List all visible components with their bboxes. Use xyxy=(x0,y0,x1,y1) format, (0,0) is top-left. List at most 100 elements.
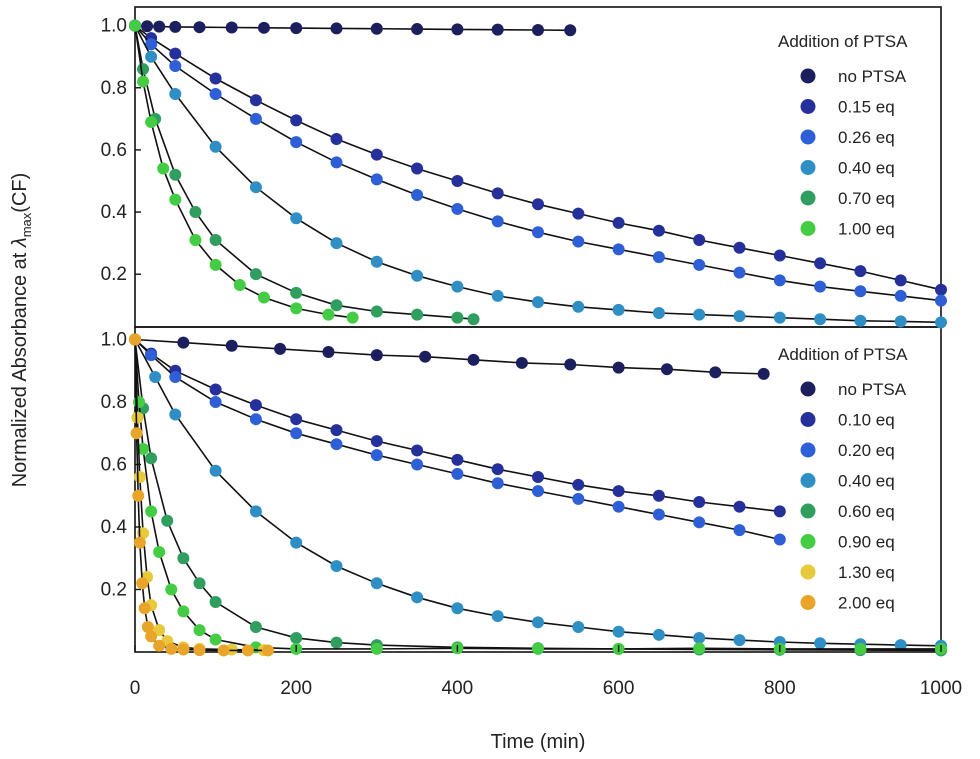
data-point xyxy=(532,296,544,309)
data-point xyxy=(241,644,254,657)
legend-label: 0.60 eq xyxy=(838,502,895,521)
series-0-26-eq xyxy=(129,19,947,307)
data-point xyxy=(149,371,162,383)
data-point xyxy=(193,644,206,657)
data-point xyxy=(814,280,827,293)
data-point xyxy=(157,162,170,175)
data-point xyxy=(133,471,146,483)
data-point xyxy=(532,471,544,483)
data-point xyxy=(290,427,303,440)
data-point xyxy=(652,224,665,237)
data-point xyxy=(733,241,746,254)
data-point xyxy=(153,546,166,558)
data-point xyxy=(854,642,867,655)
data-point xyxy=(137,442,150,455)
data-point xyxy=(330,237,343,250)
data-point xyxy=(612,361,625,374)
data-point xyxy=(193,21,206,34)
y-tick-label: 0.6 xyxy=(101,455,127,476)
data-point xyxy=(233,279,246,292)
data-point xyxy=(177,552,190,565)
data-point xyxy=(290,136,303,149)
legend-label: 0.15 eq xyxy=(838,98,895,117)
data-point xyxy=(249,181,262,194)
data-point xyxy=(209,464,222,477)
data-point xyxy=(532,616,544,629)
data-point xyxy=(257,21,270,34)
data-point xyxy=(132,489,145,502)
data-point xyxy=(572,207,585,220)
data-point xyxy=(757,367,770,380)
data-point xyxy=(290,302,303,315)
data-point xyxy=(290,114,303,127)
data-point xyxy=(411,162,424,175)
data-point xyxy=(612,216,625,229)
legend-label: 0.40 eq xyxy=(838,472,895,491)
data-point xyxy=(322,308,335,321)
data-point xyxy=(370,173,383,186)
bottom-panel: 0.2 0.4 0.6 0.8 1.0 Addition of PTSA no PTSA 0.… xyxy=(101,330,947,657)
x-tick-label: 400 xyxy=(442,678,474,699)
legend-label: 0.70 eq xyxy=(838,189,895,208)
data-point xyxy=(189,234,202,247)
data-point xyxy=(370,148,383,161)
data-point xyxy=(217,644,230,657)
legend: Addition of PTSA no PTSA 0.15 eq 0.26 eq 0.4… xyxy=(778,32,908,239)
data-point xyxy=(177,336,190,349)
data-point xyxy=(129,333,141,346)
legend-marker xyxy=(800,564,816,580)
data-point xyxy=(131,411,144,424)
data-point xyxy=(209,140,222,153)
fit-line xyxy=(134,339,942,652)
y-tick-label: 0.8 xyxy=(101,78,127,99)
data-point xyxy=(733,500,746,513)
data-point xyxy=(145,630,158,643)
data-point xyxy=(249,112,262,125)
data-point xyxy=(894,315,907,328)
data-point xyxy=(532,485,544,498)
data-point xyxy=(693,642,706,655)
y-tick-label: 0.6 xyxy=(101,140,127,161)
data-point xyxy=(814,637,827,650)
data-point xyxy=(733,634,746,647)
data-point xyxy=(169,371,182,383)
data-point xyxy=(290,286,303,299)
data-point xyxy=(209,396,222,408)
x-tick-label: 1000 xyxy=(920,678,962,699)
data-point xyxy=(709,366,722,379)
data-point xyxy=(290,413,303,426)
legend-label: 0.10 eq xyxy=(838,411,895,430)
data-point xyxy=(411,269,424,282)
data-point xyxy=(193,577,206,590)
series-no-ptsa xyxy=(129,333,770,380)
data-point xyxy=(773,274,786,287)
data-point xyxy=(209,596,222,608)
data-point xyxy=(330,424,343,437)
legend-label: 1.30 eq xyxy=(838,563,895,582)
data-point xyxy=(451,311,464,324)
data-point xyxy=(652,508,665,521)
fit-line xyxy=(134,339,942,647)
data-point xyxy=(564,358,577,371)
data-point xyxy=(693,308,706,321)
data-point xyxy=(225,21,238,34)
data-point xyxy=(935,283,947,296)
data-point xyxy=(935,316,947,329)
data-point xyxy=(249,399,262,412)
data-point xyxy=(165,583,178,596)
data-point xyxy=(491,477,504,490)
data-point xyxy=(290,22,303,35)
data-point xyxy=(249,94,262,107)
series-2-00-eq xyxy=(129,333,274,657)
y-tick-label: 0.4 xyxy=(101,517,128,538)
data-point xyxy=(733,310,746,323)
data-point xyxy=(169,87,182,100)
data-point xyxy=(572,621,585,633)
data-point xyxy=(141,20,154,33)
x-axis-title: Time (min) xyxy=(491,731,586,753)
y-tick-label: 1.0 xyxy=(101,16,127,37)
legend-marker xyxy=(800,99,816,114)
data-point xyxy=(370,305,383,318)
x-tick-label: 800 xyxy=(764,678,796,699)
data-point xyxy=(136,577,149,590)
